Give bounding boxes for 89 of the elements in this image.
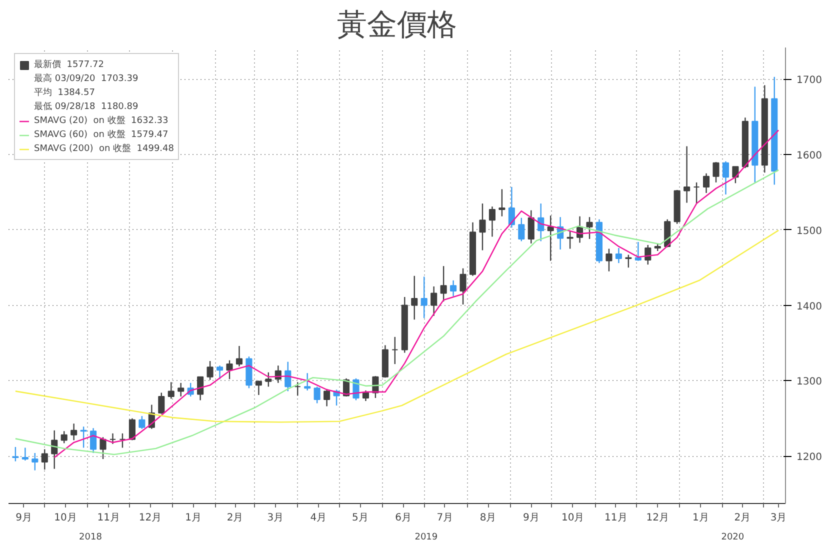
candlestick [625, 254, 632, 268]
text: 2018 [79, 532, 102, 542]
candlestick [430, 286, 438, 316]
candlestick [732, 166, 739, 184]
x-tick-label: 1月 [692, 512, 709, 524]
x-tick-label: 12月 [138, 512, 162, 524]
candlestick [216, 364, 224, 380]
candlestick [615, 247, 622, 264]
x-tick-label: 9月 [16, 512, 32, 524]
x-tick-label: 4月 [310, 512, 327, 524]
x-tick-label: 9月 [522, 512, 540, 524]
candlestick [702, 172, 710, 194]
y-tick-label: 1200 [796, 452, 822, 464]
candlestick [138, 415, 146, 430]
line-series [14, 230, 780, 423]
line-series [14, 169, 780, 456]
legend-label: SMAVG (20) on 收盤 1632.33 [34, 114, 168, 127]
x-tick-label: 6月 [395, 512, 412, 524]
annotation: 平均 1384.57 [34, 86, 95, 99]
annotation: 最低 09/28/18 1180.89 [34, 100, 138, 113]
candlestick [566, 230, 574, 250]
x-tick-label: 11月 [97, 512, 120, 524]
text: 2020 [721, 532, 744, 542]
candlestick [60, 430, 68, 444]
candlestick [22, 447, 28, 462]
candlestick [606, 248, 612, 272]
y-tick-label: 1500 [796, 226, 822, 237]
candlestick [255, 380, 262, 396]
candlestick [411, 275, 418, 320]
chart-title: 黃金價格 [337, 8, 457, 42]
candlestick [41, 448, 48, 470]
candlestick [226, 360, 233, 380]
candlestick [206, 360, 214, 380]
candlestick [236, 345, 243, 367]
candlestick [518, 217, 525, 242]
candlestick [197, 376, 204, 401]
x-tick-label: 1月 [185, 512, 202, 524]
candlestick [528, 210, 534, 244]
candlestick [362, 390, 370, 402]
candlestick [684, 146, 690, 204]
x-tick-label: 2月 [226, 512, 244, 524]
y-tick-label: 1700 [796, 75, 822, 86]
candlestick [304, 372, 311, 392]
candlestick [479, 202, 486, 251]
y-tick-label: 1400 [796, 301, 822, 312]
candlestick [460, 268, 466, 306]
candlestick [70, 423, 78, 441]
candlestick [12, 446, 19, 462]
x-tick-label: 8月 [480, 512, 496, 524]
candlestick [100, 436, 106, 460]
candlestick [51, 430, 58, 470]
candlestick [722, 160, 730, 196]
candlestick [265, 372, 272, 388]
x-tick-label: 10月 [561, 512, 584, 524]
candlestick [158, 392, 165, 414]
x-tick-label: 10月 [54, 512, 77, 524]
y-tick-label: 1600 [796, 150, 822, 162]
candlestick [712, 161, 720, 184]
candlestick [586, 216, 593, 240]
candlestick [450, 280, 457, 297]
candlestick [634, 241, 642, 262]
candlestick [168, 382, 174, 400]
candlestick [178, 382, 184, 398]
annotation: 最高 03/09/20 1703.39 [34, 72, 138, 85]
candlestick [90, 428, 97, 454]
candlestick [324, 388, 330, 407]
candlestick [420, 276, 428, 319]
x-tick-label: 3月 [770, 512, 787, 524]
candlestick [693, 182, 700, 204]
x-tick-label: 12月 [646, 512, 669, 524]
x-tick-label: 2月 [734, 512, 751, 524]
candlestick [109, 432, 116, 445]
candlestick [392, 336, 398, 365]
candlestick [32, 452, 38, 471]
text: 2019 [414, 532, 438, 542]
candlestick [294, 382, 301, 396]
legend-label: SMAVG (200) on 收盤 1499.48 [34, 142, 174, 155]
legend-label: SMAVG (60) on 收盤 1579.47 [34, 128, 168, 141]
x-tick-label: 5月 [352, 512, 368, 524]
candlestick [314, 386, 320, 404]
candlestick [440, 265, 447, 302]
x-tick-label: 11月 [604, 512, 628, 524]
candlestick [488, 206, 496, 238]
x-tick-label: 7月 [436, 512, 454, 524]
y-tick-label: 1300 [796, 376, 822, 388]
candlestick [498, 188, 506, 217]
candlestick [119, 432, 126, 448]
legend-label: 最新價 1577.72 [34, 58, 104, 71]
x-tick-label: 3月 [267, 512, 284, 524]
